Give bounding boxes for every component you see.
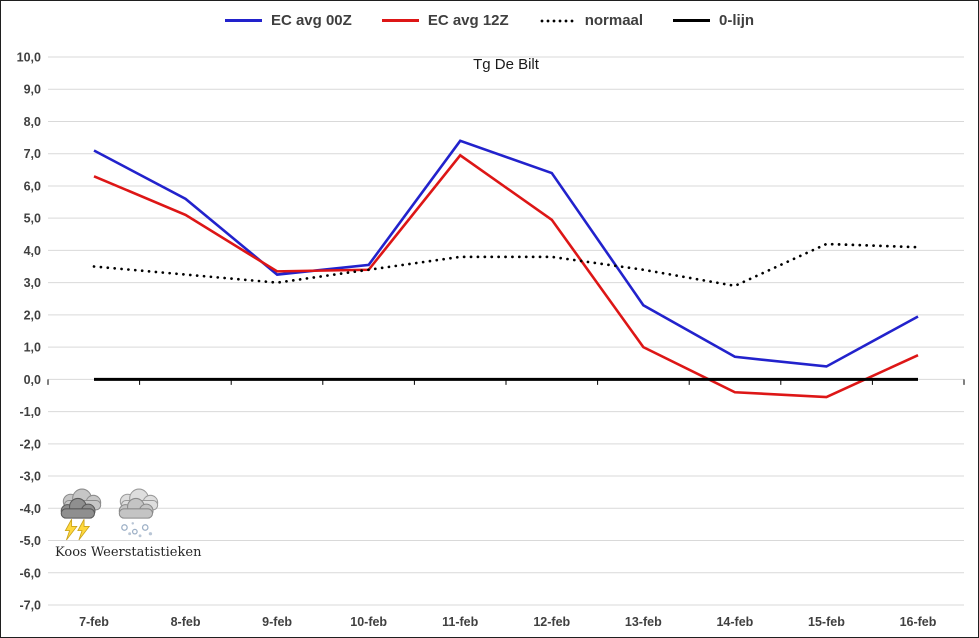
- snow-cloud-icon: [118, 488, 159, 538]
- x-axis-tick-label: 10-feb: [350, 615, 387, 629]
- x-axis-tick-label: 13-feb: [625, 615, 662, 629]
- branding-icons: [55, 487, 185, 541]
- y-axis-tick-label: 7,0: [24, 147, 41, 161]
- y-axis-tick-label: 0,0: [24, 373, 41, 387]
- y-axis-tick-label: 6,0: [24, 179, 41, 193]
- y-axis-tick-label: -6,0: [19, 566, 41, 580]
- legend-line-sample-ec-avg-00z: [224, 19, 262, 22]
- legend-line-sample-ec-avg-12z: [381, 19, 419, 22]
- storm-cloud-lightning-icon: [60, 488, 102, 541]
- y-axis-tick-label: 3,0: [24, 276, 41, 290]
- y-axis-tick-label: -1,0: [19, 405, 41, 419]
- y-axis-tick-label: 2,0: [24, 308, 41, 322]
- y-axis-tick-label: 10,0: [17, 51, 41, 65]
- legend-label-ec-avg-12z: EC avg 12Z: [427, 12, 509, 29]
- legend-item-ec-avg-00z: EC avg 00Z: [224, 12, 352, 29]
- x-axis-tick-label: 7-feb: [79, 615, 109, 629]
- y-axis-tick-label: 9,0: [24, 83, 41, 97]
- x-axis-tick-label: 12-feb: [533, 615, 570, 629]
- y-axis-tick-label: 4,0: [24, 244, 41, 258]
- y-axis-tick-label: -5,0: [19, 534, 41, 548]
- x-axis-tick-label: 15-feb: [808, 615, 845, 629]
- watermark-text: Koos Weerstatistieken: [55, 545, 202, 560]
- y-axis-tick-label: -4,0: [19, 502, 41, 516]
- y-axis-tick-label: -3,0: [19, 470, 41, 484]
- x-axis-tick-label: 9-feb: [262, 615, 292, 629]
- series-line-normaal: [92, 242, 920, 288]
- x-axis-tick-label: 14-feb: [716, 615, 753, 629]
- y-axis-tick-label: 1,0: [24, 341, 41, 355]
- y-axis-tick-label: -7,0: [19, 599, 41, 613]
- legend-label-0-lijn: 0-lijn: [719, 12, 755, 29]
- y-axis-tick-label: -2,0: [19, 437, 41, 451]
- legend-item-normaal: normaal: [538, 12, 644, 29]
- x-axis-tick-label: 11-feb: [442, 615, 478, 629]
- legend-label-normaal: normaal: [584, 12, 644, 29]
- series-line-ec-avg-12z: [93, 153, 919, 399]
- legend-line-sample-0-lijn: [673, 18, 711, 23]
- x-axis-tick-label: 16-feb: [900, 615, 937, 629]
- legend-item-0-lijn: 0-lijn: [673, 12, 754, 29]
- legend-item-ec-avg-12z: EC avg 12Z: [381, 12, 509, 29]
- legend-line-sample-normaal: [538, 18, 576, 23]
- series-line-ec-avg-00z: [93, 139, 919, 368]
- x-axis-tick-label: 8-feb: [171, 615, 201, 629]
- y-axis-tick-label: 8,0: [24, 115, 41, 129]
- chart-title: Tg De Bilt: [473, 56, 539, 73]
- legend-label-ec-avg-00z: EC avg 00Z: [270, 12, 352, 29]
- chart-legend: EC avg 00Z EC avg 12Z normaal 0-lijn: [1, 12, 978, 29]
- y-axis-tick-label: 5,0: [24, 212, 41, 226]
- branding: Koos Weerstatistieken: [55, 487, 202, 560]
